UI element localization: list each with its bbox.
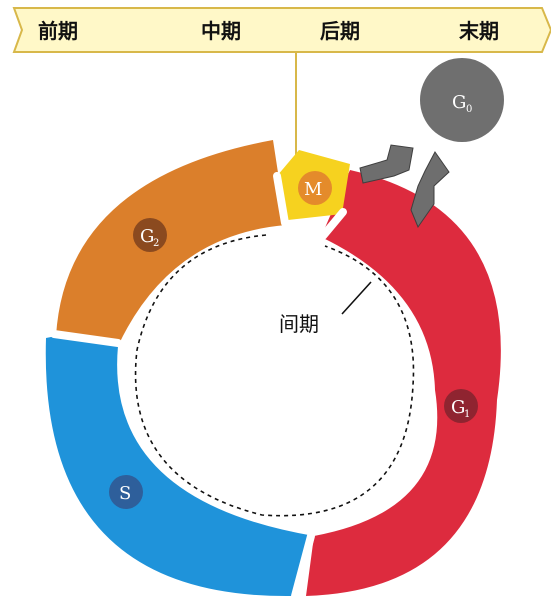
s-badge-label: S (119, 483, 131, 504)
segment-gap-g2-s (50, 330, 122, 347)
g2-badge-label: G (140, 226, 154, 247)
s-segment (45, 336, 314, 597)
phase-label-metaphase: 中期 (201, 19, 241, 43)
phase-badges: M G 2 G 1 S (109, 171, 478, 509)
cell-cycle-ring (45, 140, 501, 600)
interphase-ring: 间期 (134, 234, 415, 517)
g0-phase-group: G 0 (420, 58, 504, 142)
segment-gap-s-g1 (291, 532, 315, 600)
g1-badge (444, 389, 478, 423)
g2-badge (133, 218, 167, 252)
interphase-label: 间期 (279, 312, 319, 336)
segment-gap-m-g2 (273, 172, 289, 227)
phase-label-prophase: 前期 (38, 19, 78, 43)
g0-subscript: 0 (466, 104, 472, 115)
m-badge (298, 171, 332, 205)
g1-badge-label: G (451, 397, 465, 418)
interphase-pointer-line (341, 281, 372, 315)
g0-circle (420, 58, 504, 142)
g0-transition-arrows (359, 144, 450, 229)
g0-label: G (452, 92, 466, 113)
phase-label-anaphase: 后期 (320, 19, 360, 43)
g1-badge-subscript: 1 (464, 409, 470, 420)
banner-background (12, 7, 551, 53)
arrow-to-g0 (359, 144, 414, 184)
segment-gap-m-g1 (319, 208, 347, 240)
g2-badge-subscript: 2 (153, 238, 159, 249)
g1-segment (306, 170, 501, 596)
g2-segment (56, 140, 286, 346)
phase-label-telophase: 末期 (459, 19, 499, 43)
m-badge-label: M (304, 179, 322, 200)
mitosis-phase-banner: 前期 中期 后期 末期 (12, 7, 551, 156)
arrow-from-g0 (410, 151, 450, 229)
s-badge (109, 475, 143, 509)
interphase-dashed-arc (134, 234, 415, 517)
